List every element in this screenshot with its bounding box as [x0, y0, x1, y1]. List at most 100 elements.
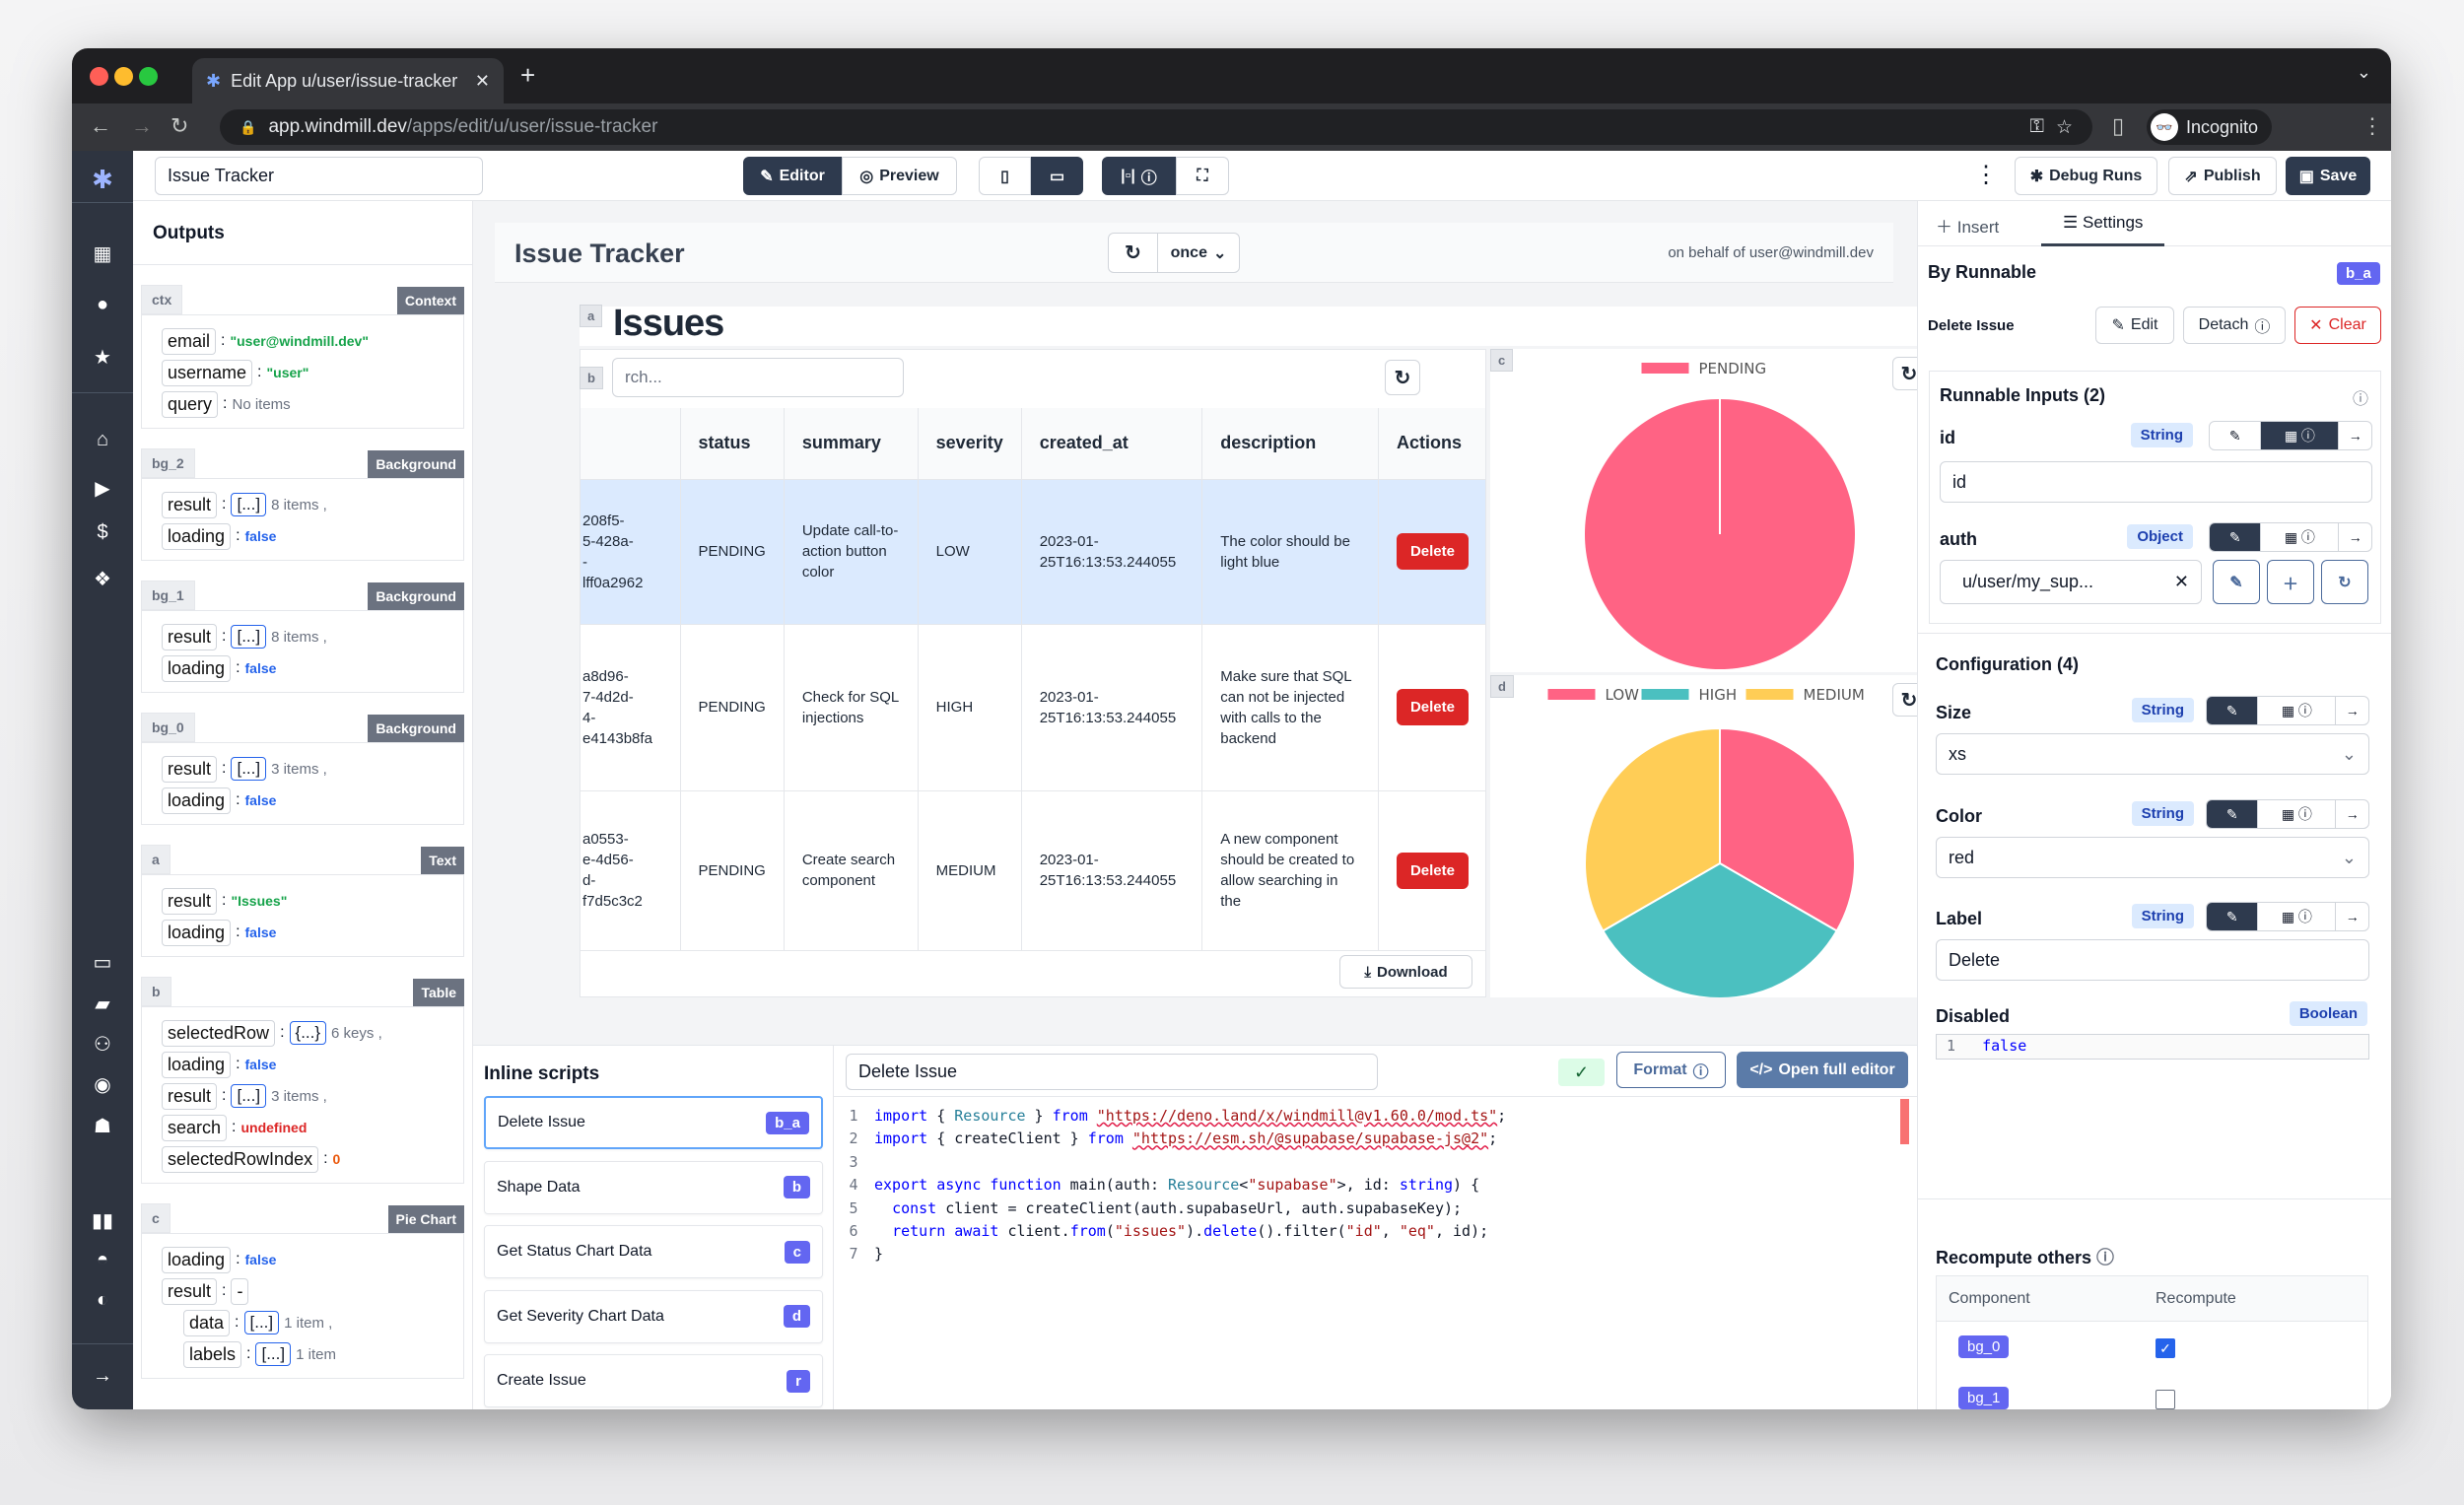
user-icon[interactable]: ● — [96, 294, 109, 315]
clear-runnable-button[interactable]: ✕ Clear — [2294, 307, 2381, 344]
open-full-editor-button[interactable]: </> Open full editor — [1737, 1052, 1908, 1088]
field-value[interactable]: {...} — [289, 1021, 327, 1045]
reload-icon[interactable]: ↻ — [171, 113, 189, 138]
format-button[interactable]: Format ⓘ — [1616, 1052, 1726, 1088]
field-value[interactable]: [...] — [243, 1311, 280, 1334]
table-row[interactable]: a8d96- 7-4d2d- 4- e4143b8fa PENDING Check for… — [581, 624, 1485, 791]
recompute-checkbox[interactable] — [2156, 1390, 2175, 1409]
column-header[interactable]: created_at — [1021, 408, 1203, 480]
fullscreen-button[interactable]: ⛶ — [1176, 157, 1229, 195]
run-mode-select[interactable]: once ⌄ — [1157, 233, 1240, 273]
profile-button[interactable]: 👓 Incognito — [2147, 109, 2273, 145]
component-id[interactable]: bg_2 — [141, 448, 195, 478]
legend-label[interactable]: LOW — [1606, 686, 1640, 704]
desktop-view-button[interactable]: ▭ — [1031, 157, 1083, 195]
component-id[interactable]: b — [141, 977, 171, 1006]
calendar-icon[interactable]: ▭ — [93, 952, 112, 974]
field-value[interactable]: [...] — [231, 757, 267, 781]
home-icon[interactable]: ⌂ — [96, 429, 109, 450]
field-value[interactable]: - — [231, 1277, 249, 1305]
refresh-all-button[interactable]: ↻ — [1108, 233, 1158, 273]
table-row[interactable]: 208f5- 5-428a- - lff0a2962 PENDING Update cal… — [581, 479, 1485, 625]
delete-row-button[interactable]: Delete — [1396, 533, 1469, 570]
close-tab-icon[interactable]: ✕ — [474, 70, 490, 91]
star-icon[interactable]: ★ — [94, 347, 111, 369]
legend-swatch[interactable] — [1745, 689, 1794, 700]
url-bar[interactable]: 🔒 app.windmill.dev/apps/edit/u/user/issu… — [220, 109, 2092, 145]
column-header[interactable]: summary — [784, 408, 919, 480]
key-icon[interactable]: ⚿ — [2029, 116, 2044, 137]
legend-label[interactable]: PENDING — [1699, 360, 1767, 377]
save-button[interactable]: ▣ Save — [2286, 157, 2370, 195]
bookmark-star-icon[interactable]: ☆ — [2055, 116, 2073, 138]
inline-script-item[interactable]: Create Issue r — [484, 1354, 823, 1407]
delete-row-button[interactable]: Delete — [1396, 689, 1469, 725]
column-header[interactable]: Actions — [1378, 408, 1485, 480]
static-mode-pencil-icon[interactable]: ✎ — [2210, 523, 2261, 551]
component-id[interactable]: c — [141, 1203, 171, 1233]
forward-icon[interactable]: → — [131, 113, 153, 138]
download-button[interactable]: ⤓ Download — [1339, 955, 1472, 989]
error-scrollbar-marker[interactable] — [1900, 1099, 1909, 1144]
edit-resource-button[interactable]: ✎ — [2213, 560, 2260, 604]
discord-icon[interactable]: ◓ — [96, 1249, 109, 1270]
component-id-d[interactable]: d — [1490, 675, 1514, 698]
fit-width-button[interactable]: |▫| ⓘ — [1102, 157, 1176, 195]
static-mode-pencil-icon[interactable]: ✎ — [2228, 427, 2241, 444]
recompute-checkbox[interactable]: ✓ — [2156, 1338, 2175, 1358]
eval-mode-arrow-icon[interactable]: → — [2335, 800, 2368, 828]
back-icon[interactable]: ← — [90, 113, 111, 138]
column-header[interactable]: status — [680, 408, 785, 480]
config-input[interactable]: Delete — [1936, 939, 2369, 981]
eye-icon[interactable]: ◉ — [94, 1074, 111, 1096]
eval-mode-arrow-icon[interactable]: → — [2338, 422, 2371, 449]
browser-tab[interactable]: ✱ Edit App u/user/issue-tracker ✕ — [192, 58, 504, 103]
eval-mode-arrow-icon[interactable]: → — [2335, 903, 2368, 930]
connect-mode-grid-icon[interactable]: ▦ ⓘ — [2257, 800, 2335, 828]
legend-swatch[interactable] — [1641, 363, 1689, 374]
disabled-code-input[interactable]: 1 false — [1936, 1034, 2369, 1060]
column-header[interactable]: severity — [918, 408, 1022, 480]
apps-building-icon[interactable]: ▦ — [93, 243, 112, 265]
component-id[interactable]: bg_0 — [141, 713, 195, 742]
refresh-resources-button[interactable]: ↻ — [2321, 560, 2368, 604]
app-name-input[interactable]: Issue Tracker — [155, 157, 483, 195]
side-panel-icon[interactable]: ▯ — [2112, 113, 2125, 138]
tab-settings[interactable]: ☰ Settings — [2041, 201, 2165, 246]
book-icon[interactable]: ▮▮ — [91, 1210, 113, 1232]
inline-script-item[interactable]: Get Severity Chart Data d — [484, 1289, 823, 1343]
static-mode-pencil-icon[interactable]: ✎ — [2207, 697, 2258, 724]
debug-runs-button[interactable]: ✱ Debug Runs — [2015, 157, 2157, 195]
field-value[interactable]: [...] — [231, 493, 267, 516]
clear-x-icon[interactable]: ✕ — [2173, 572, 2189, 591]
add-resource-button[interactable]: ＋ — [2267, 560, 2314, 604]
close-window-button[interactable] — [90, 67, 108, 86]
tab-insert[interactable]: ＋ Insert — [1936, 213, 1999, 238]
field-value[interactable]: [...] — [255, 1342, 292, 1366]
field-value[interactable]: [...] — [231, 625, 267, 649]
table-search-input[interactable]: rch... — [612, 358, 904, 397]
eval-mode-arrow-icon[interactable]: → — [2335, 697, 2368, 724]
component-id[interactable]: ctx — [141, 285, 183, 314]
pie-slice-medium[interactable] — [1584, 726, 1721, 932]
folder-icon[interactable]: ▰ — [95, 993, 110, 1015]
robot-icon[interactable]: ☗ — [94, 1116, 111, 1137]
chart-refresh-button[interactable]: ↻ — [1892, 683, 1917, 717]
connect-mode-grid-icon[interactable]: ▦ ⓘ — [2257, 697, 2335, 724]
resource-picker[interactable]: u/user/my_sup... ✕ — [1940, 560, 2202, 604]
minimize-window-button[interactable] — [114, 67, 133, 86]
id-input[interactable]: id — [1940, 461, 2372, 503]
inline-script-item[interactable]: Shape Data b — [484, 1160, 823, 1214]
windmill-logo-icon[interactable]: ✱ — [92, 165, 113, 194]
component-id-b[interactable]: b — [580, 367, 603, 389]
config-select[interactable]: red ⌄ — [1936, 837, 2369, 878]
field-value[interactable]: [...] — [231, 1084, 267, 1108]
legend-label[interactable]: MEDIUM — [1804, 686, 1865, 704]
resources-cubes-icon[interactable]: ❖ — [94, 569, 111, 590]
publish-button[interactable]: ⇗ Publish — [2168, 157, 2277, 195]
script-name-input[interactable]: Delete Issue — [846, 1054, 1378, 1090]
chart-refresh-button[interactable]: ↻ — [1892, 357, 1917, 390]
table-refresh-button[interactable]: ↻ — [1385, 360, 1420, 395]
column-header[interactable] — [581, 408, 681, 480]
maximize-window-button[interactable] — [139, 67, 158, 86]
